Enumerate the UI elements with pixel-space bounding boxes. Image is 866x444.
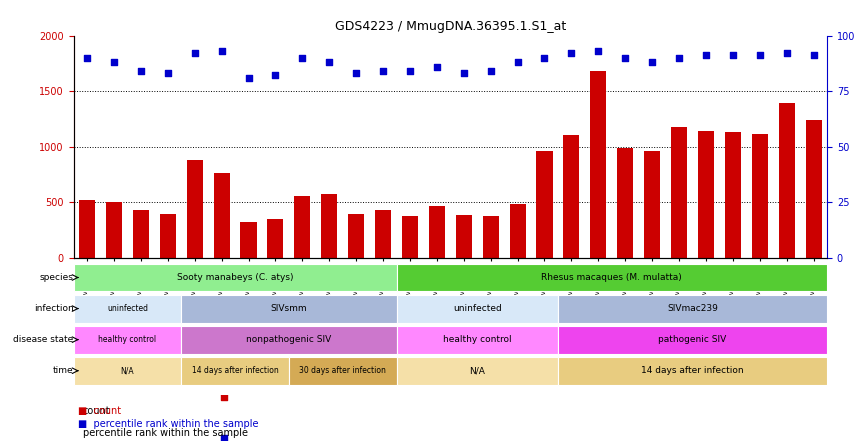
Bar bbox=[159, 214, 176, 258]
Point bbox=[349, 70, 363, 77]
Text: healthy control: healthy control bbox=[443, 335, 512, 344]
Bar bbox=[558, 295, 827, 322]
Text: infection: infection bbox=[34, 304, 74, 313]
Bar bbox=[181, 357, 289, 385]
Text: Sooty manabeys (C. atys): Sooty manabeys (C. atys) bbox=[177, 273, 294, 282]
Point bbox=[806, 52, 820, 59]
Text: count: count bbox=[82, 406, 110, 416]
Bar bbox=[591, 71, 606, 258]
Text: Rhesus macaques (M. mulatta): Rhesus macaques (M. mulatta) bbox=[541, 273, 682, 282]
Point bbox=[753, 52, 766, 59]
Point bbox=[430, 63, 443, 70]
Text: N/A: N/A bbox=[469, 366, 485, 375]
Point bbox=[403, 67, 417, 75]
Point bbox=[618, 54, 632, 61]
Bar bbox=[725, 132, 741, 258]
Bar bbox=[671, 127, 687, 258]
Bar bbox=[106, 202, 122, 258]
Text: SIVsmm: SIVsmm bbox=[270, 304, 307, 313]
Point bbox=[672, 54, 686, 61]
Bar bbox=[617, 148, 633, 258]
Text: nonpathogenic SIV: nonpathogenic SIV bbox=[246, 335, 332, 344]
Bar bbox=[752, 135, 768, 258]
Point bbox=[699, 52, 713, 59]
Bar bbox=[397, 357, 558, 385]
Text: 30 days after infection: 30 days after infection bbox=[300, 366, 386, 375]
Text: percentile rank within the sample: percentile rank within the sample bbox=[82, 428, 248, 438]
Point bbox=[215, 48, 229, 55]
Text: time: time bbox=[53, 366, 74, 375]
Text: uninfected: uninfected bbox=[107, 304, 148, 313]
Text: 14 days after infection: 14 days after infection bbox=[641, 366, 744, 375]
Text: pathogenic SIV: pathogenic SIV bbox=[658, 335, 727, 344]
Text: species: species bbox=[40, 273, 74, 282]
Bar bbox=[397, 326, 558, 353]
Bar bbox=[397, 263, 827, 291]
Bar bbox=[74, 357, 181, 385]
Bar bbox=[644, 151, 660, 258]
Point bbox=[565, 50, 578, 57]
Bar bbox=[79, 200, 95, 258]
Point bbox=[591, 48, 605, 55]
Text: SIVmac239: SIVmac239 bbox=[667, 304, 718, 313]
Point bbox=[134, 67, 148, 75]
Point bbox=[217, 434, 231, 441]
Bar bbox=[268, 219, 283, 258]
Point bbox=[484, 67, 498, 75]
Text: N/A: N/A bbox=[120, 366, 134, 375]
Point bbox=[376, 67, 390, 75]
Bar bbox=[805, 120, 822, 258]
Bar bbox=[289, 357, 397, 385]
Text: disease state: disease state bbox=[13, 335, 74, 344]
Point bbox=[538, 54, 552, 61]
Bar bbox=[74, 326, 181, 353]
Text: healthy control: healthy control bbox=[99, 335, 157, 344]
Bar bbox=[402, 217, 418, 258]
Point bbox=[217, 394, 231, 401]
Bar bbox=[536, 151, 553, 258]
Point bbox=[295, 54, 309, 61]
Bar bbox=[429, 206, 445, 258]
Point bbox=[322, 59, 336, 66]
Text: uninfected: uninfected bbox=[453, 304, 501, 313]
Bar bbox=[456, 215, 472, 258]
Bar bbox=[482, 217, 499, 258]
Bar bbox=[698, 131, 714, 258]
Point bbox=[726, 52, 740, 59]
Bar bbox=[181, 326, 397, 353]
Bar bbox=[74, 263, 397, 291]
Title: GDS4223 / MmugDNA.36395.1.S1_at: GDS4223 / MmugDNA.36395.1.S1_at bbox=[334, 20, 566, 33]
Point bbox=[457, 70, 471, 77]
Bar bbox=[181, 295, 397, 322]
Bar bbox=[187, 160, 203, 258]
Text: 14 days after infection: 14 days after infection bbox=[191, 366, 279, 375]
Point bbox=[107, 59, 121, 66]
Bar bbox=[779, 103, 795, 258]
Point bbox=[779, 50, 793, 57]
Bar bbox=[563, 135, 579, 258]
Bar bbox=[214, 173, 229, 258]
Bar bbox=[241, 222, 256, 258]
Point bbox=[242, 74, 255, 81]
Point bbox=[81, 54, 94, 61]
Text: ■  percentile rank within the sample: ■ percentile rank within the sample bbox=[78, 419, 258, 429]
Point bbox=[161, 70, 175, 77]
Bar bbox=[397, 295, 558, 322]
Text: ■  count: ■ count bbox=[78, 406, 121, 416]
Point bbox=[511, 59, 525, 66]
Bar bbox=[321, 194, 337, 258]
Point bbox=[645, 59, 659, 66]
Bar bbox=[509, 204, 526, 258]
Bar bbox=[74, 295, 181, 322]
Bar bbox=[558, 326, 827, 353]
Bar bbox=[294, 197, 310, 258]
Bar bbox=[132, 210, 149, 258]
Bar bbox=[558, 357, 827, 385]
Bar bbox=[375, 210, 391, 258]
Point bbox=[268, 72, 282, 79]
Point bbox=[188, 50, 202, 57]
Bar bbox=[348, 214, 365, 258]
